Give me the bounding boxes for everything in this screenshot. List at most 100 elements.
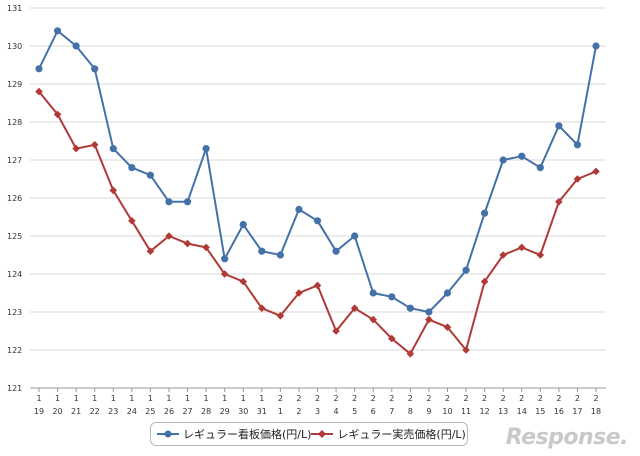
- x-tick-month: 2: [556, 394, 561, 403]
- data-point: [183, 198, 192, 206]
- x-tick-month: 2: [426, 394, 431, 403]
- legend-label-actual-price: レギュラー実売価格(円/L): [337, 428, 466, 441]
- data-point: [72, 144, 80, 153]
- x-tick-day: 1: [278, 407, 283, 416]
- data-point: [443, 289, 452, 297]
- data-point: [592, 167, 600, 176]
- data-point: [313, 217, 322, 225]
- watermark-logo: Response.: [505, 425, 629, 450]
- data-point: [387, 334, 396, 343]
- legend-label-list-price: レギュラー看板価格(円/L): [183, 428, 312, 441]
- data-point: [499, 251, 507, 259]
- x-tick-day: 14: [517, 407, 527, 416]
- data-point: [536, 251, 545, 259]
- x-tick-day: 4: [334, 407, 339, 416]
- series-0: [35, 27, 600, 316]
- series-line: [38, 29, 597, 313]
- data-point: [165, 198, 173, 206]
- x-tick-day: 27: [182, 407, 192, 416]
- x-tick-day: 11: [461, 407, 471, 416]
- x-tick-month: 2: [575, 394, 580, 403]
- x-tick-day: 25: [145, 407, 155, 416]
- data-point: [35, 87, 43, 96]
- x-tick-month: 1: [204, 394, 209, 403]
- y-tick-label: 124: [7, 270, 22, 279]
- x-tick-month: 1: [36, 394, 41, 403]
- x-tick-day: 30: [238, 407, 248, 416]
- data-point: [351, 232, 359, 240]
- x-tick-month: 1: [148, 394, 153, 403]
- x-tick-month: 2: [389, 394, 394, 403]
- x-tick-day: 29: [220, 407, 230, 416]
- data-point: [573, 175, 582, 183]
- x-tick-month: 2: [501, 394, 506, 403]
- x-tick-month: 2: [538, 394, 543, 403]
- x-tick-month: 2: [482, 394, 487, 403]
- series-layer: [35, 27, 600, 358]
- data-point: [258, 247, 266, 255]
- data-point: [481, 209, 489, 217]
- data-point: [350, 304, 359, 312]
- x-tick-month: 2: [463, 394, 468, 403]
- y-tick-label: 127: [7, 156, 22, 165]
- y-tick-label: 131: [7, 4, 22, 13]
- x-tick-day: 31: [257, 407, 267, 416]
- x-tick-month: 1: [74, 394, 79, 403]
- x-tick-day: 16: [554, 407, 564, 416]
- data-point: [276, 312, 285, 320]
- x-tick-day: 7: [389, 407, 394, 416]
- x-tick-month: 2: [593, 394, 598, 403]
- data-point: [313, 281, 322, 290]
- data-point: [53, 27, 62, 35]
- data-point: [202, 243, 210, 252]
- data-point: [369, 289, 377, 297]
- x-tick-day: 13: [498, 407, 508, 416]
- x-tick-day: 12: [480, 407, 490, 416]
- x-tick-day: 5: [352, 407, 357, 416]
- x-tick-day: 21: [71, 407, 81, 416]
- y-tick-label: 121: [7, 384, 22, 393]
- data-point: [518, 152, 526, 160]
- x-tick-month: 2: [519, 394, 524, 403]
- data-point: [388, 293, 396, 301]
- y-tick-label: 123: [7, 308, 22, 317]
- x-tick-month: 2: [371, 394, 376, 403]
- x-tick-day: 18: [591, 407, 601, 416]
- data-point: [91, 65, 99, 73]
- data-point: [239, 221, 247, 229]
- data-point: [146, 171, 154, 179]
- x-tick-month: 1: [92, 394, 97, 403]
- data-point: [555, 122, 563, 130]
- data-point: [462, 266, 470, 274]
- data-point: [258, 304, 266, 312]
- x-tick-day: 24: [127, 407, 137, 416]
- x-tick-day: 22: [90, 407, 100, 416]
- data-point: [109, 145, 117, 153]
- y-tick-label: 126: [7, 194, 22, 203]
- data-point: [239, 277, 248, 286]
- data-point: [332, 327, 340, 335]
- data-point: [555, 198, 563, 206]
- x-tick-month: 2: [352, 394, 357, 403]
- data-point: [536, 164, 544, 172]
- x-tick-month: 1: [111, 394, 116, 403]
- grid-lines: [30, 7, 606, 351]
- x-tick-month: 2: [445, 394, 450, 403]
- x-tick-day: 26: [164, 407, 174, 416]
- legend-swatch-diamond-icon: [311, 430, 334, 438]
- x-tick-day: 23: [108, 407, 118, 416]
- x-tick-month: 2: [278, 394, 283, 403]
- data-point: [109, 186, 118, 195]
- y-axis-ticks: 121 122 123 124 125 126 127 128 129 130 131: [7, 4, 22, 393]
- x-tick-day: 28: [201, 407, 211, 416]
- x-tick-day: 20: [52, 407, 62, 416]
- data-point: [128, 217, 136, 225]
- data-point: [425, 315, 433, 324]
- data-point: [146, 247, 155, 255]
- data-point: [183, 239, 192, 248]
- data-point: [220, 270, 229, 278]
- x-tick-day: 19: [34, 407, 44, 416]
- data-point: [276, 251, 284, 259]
- y-tick-label: 128: [7, 118, 22, 127]
